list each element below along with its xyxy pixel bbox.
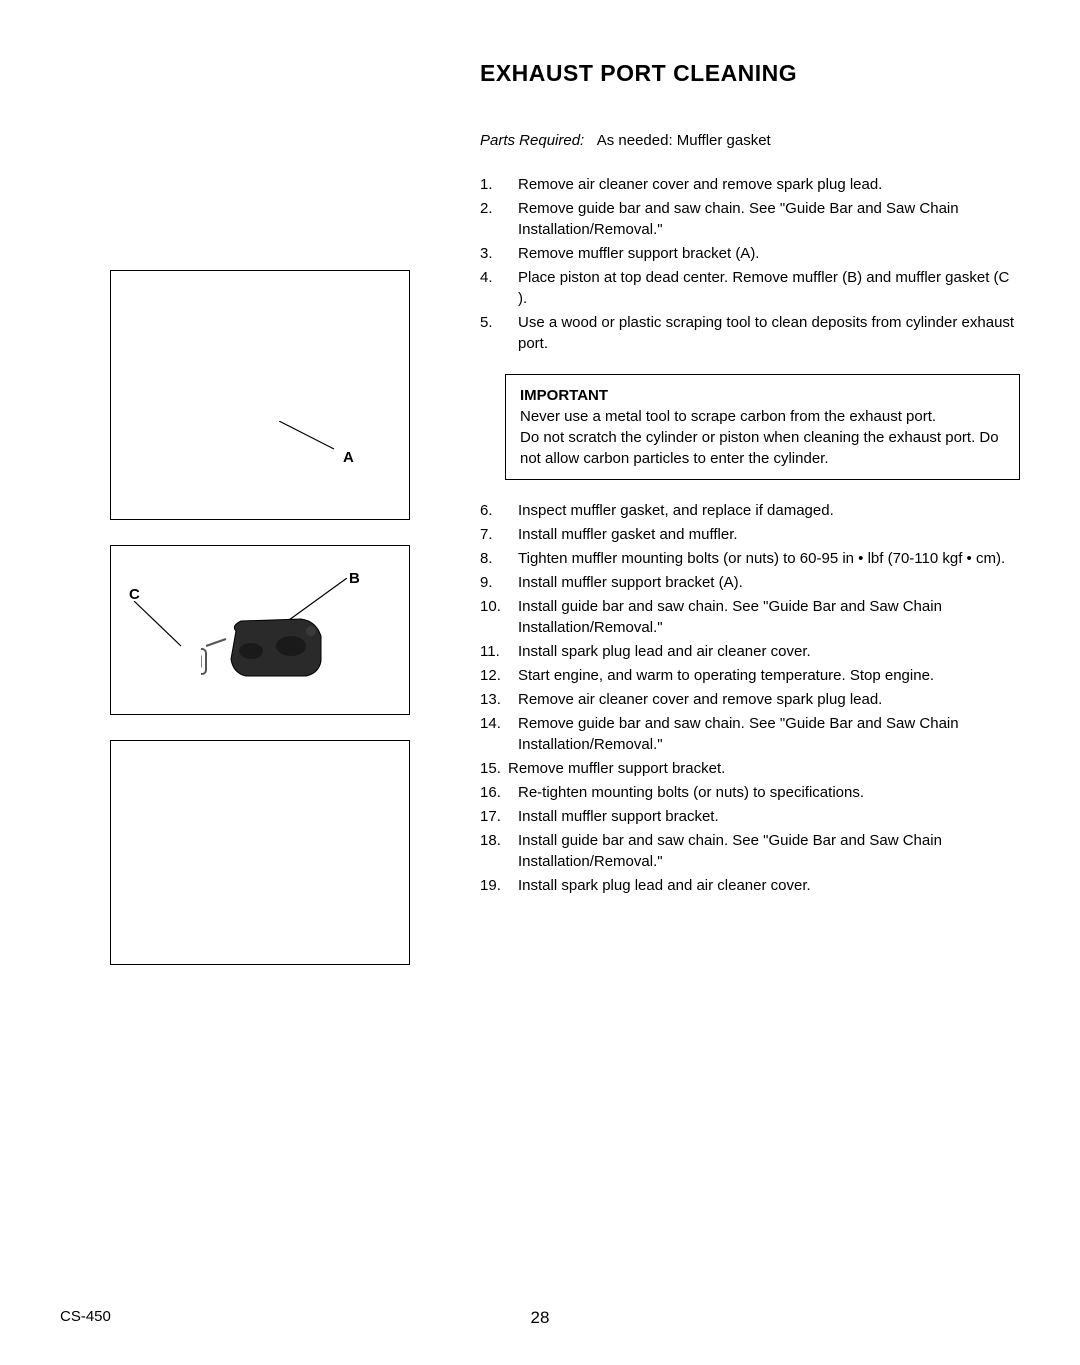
step: Start engine, and warm to operating temp… <box>480 665 1020 686</box>
parts-required: Parts Required: As needed: Muffler gaske… <box>480 132 1020 149</box>
leader-line-c <box>131 601 186 651</box>
step: Install muffler support bracket. <box>480 806 1020 827</box>
step: Remove air cleaner cover and remove spar… <box>480 174 1020 195</box>
step: Tighten muffler mounting bolts (or nuts)… <box>480 548 1020 569</box>
important-callout: IMPORTANT Never use a metal tool to scra… <box>505 374 1020 480</box>
figure-2: B C <box>110 545 410 715</box>
procedure-list-1: Remove air cleaner cover and remove spar… <box>480 174 1020 354</box>
step: Install guide bar and saw chain. See "Gu… <box>480 830 1020 872</box>
important-text-1: Never use a metal tool to scrape carbon … <box>520 406 1005 427</box>
page-title: EXHAUST PORT CLEANING <box>480 60 1020 87</box>
page-footer: CS-450 28 <box>60 1308 1020 1325</box>
leader-line-a <box>279 421 339 451</box>
footer-model: CS-450 <box>60 1308 111 1325</box>
figure-3 <box>110 740 410 965</box>
figure-1: A <box>110 270 410 520</box>
step: Install muffler support bracket (A). <box>480 572 1020 593</box>
step: Place piston at top dead center. Remove … <box>480 267 1020 309</box>
procedure-list-2: Inspect muffler gasket, and replace if d… <box>480 500 1020 896</box>
step: Install muffler gasket and muffler. <box>480 524 1020 545</box>
step: Re-tighten mounting bolts (or nuts) to s… <box>480 782 1020 803</box>
step: Install guide bar and saw chain. See "Gu… <box>480 596 1020 638</box>
step: Remove muffler support bracket (A). <box>480 243 1020 264</box>
step: Inspect muffler gasket, and replace if d… <box>480 500 1020 521</box>
step: Use a wood or plastic scraping tool to c… <box>480 312 1020 354</box>
important-heading: IMPORTANT <box>520 385 1005 406</box>
step: Install spark plug lead and air cleaner … <box>480 641 1020 662</box>
step: Remove guide bar and saw chain. See "Gui… <box>480 198 1020 240</box>
figures-column: A B C <box>60 60 430 990</box>
parts-required-label: Parts Required: <box>480 132 584 149</box>
step: Remove guide bar and saw chain. See "Gui… <box>480 713 1020 755</box>
footer-page-number: 28 <box>531 1308 550 1328</box>
step: Install spark plug lead and air cleaner … <box>480 875 1020 896</box>
muffler-illustration <box>201 611 341 691</box>
important-text-2: Do not scratch the cylinder or piston wh… <box>520 427 1005 469</box>
figure-1-label-a: A <box>343 449 354 466</box>
step: Remove air cleaner cover and remove spar… <box>480 689 1020 710</box>
text-column: EXHAUST PORT CLEANING Parts Required: As… <box>480 60 1020 990</box>
parts-required-value: As needed: Muffler gasket <box>597 132 771 149</box>
step: Remove muffler support bracket. <box>480 758 1020 779</box>
